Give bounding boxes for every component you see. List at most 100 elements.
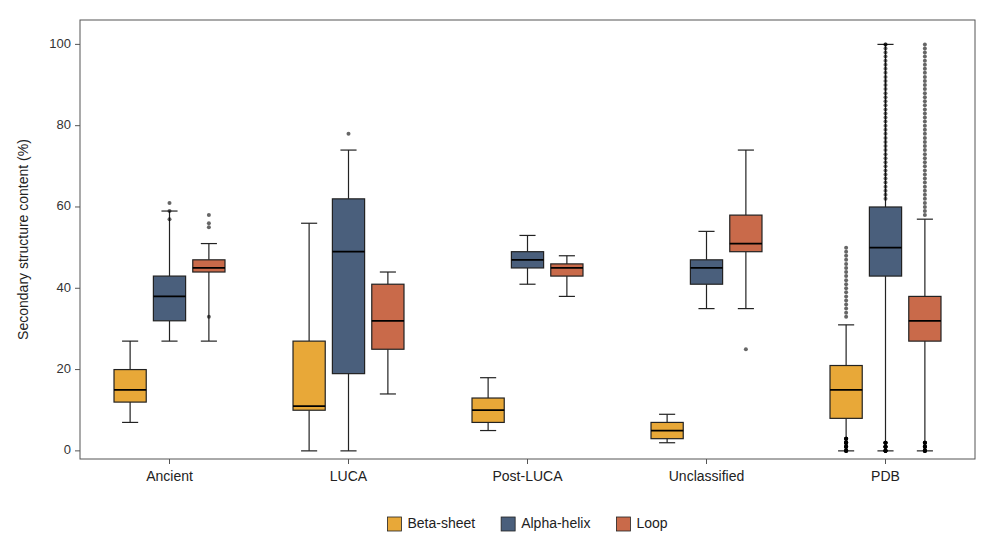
flier [844,441,848,445]
flier [844,250,848,254]
box-body [193,260,225,272]
flier [844,266,848,270]
flier [884,59,888,63]
flier [923,449,927,453]
y-axis-label: Secondary structure content (%) [15,139,31,340]
y-tick-label: 60 [57,198,71,213]
flier [923,168,927,172]
cap-low [738,308,754,309]
flier [844,315,848,319]
flier [168,201,172,205]
flier [923,197,927,201]
flier [844,449,848,453]
whisker-low [348,374,349,451]
cap-low [301,450,317,451]
box [690,231,722,308]
flier [923,441,927,445]
flier [884,42,888,46]
x-tick-label: PDB [871,468,900,484]
flier [207,225,211,229]
flier [844,441,848,445]
flier [844,282,848,286]
flier [884,445,888,449]
flier [844,307,848,311]
flier [884,168,888,172]
flier [923,71,927,75]
flier [923,449,927,453]
flier [884,71,888,75]
flier [923,59,927,63]
flier [844,441,848,445]
whisker-low [706,284,707,308]
flier [923,144,927,148]
flier [884,449,888,453]
median [114,389,146,391]
flier [884,449,888,453]
y-tick [75,206,80,207]
x-tick [169,459,170,464]
flier [884,441,888,445]
flier [844,441,848,445]
flier [923,445,927,449]
flier [884,107,888,111]
box [730,150,762,351]
flier [884,120,888,124]
flier [884,55,888,59]
legend-swatch [616,517,630,531]
flier [923,152,927,156]
flier [884,67,888,71]
y-tick [75,369,80,370]
flier [844,254,848,258]
cap-high [738,149,754,150]
whisker-high [745,150,746,215]
flier [884,445,888,449]
flier [884,156,888,160]
cap-low [201,341,217,342]
whisker-high [387,272,388,284]
box-body [511,252,543,268]
box [909,42,941,452]
flier [844,449,848,453]
flier [884,124,888,128]
flier [884,449,888,453]
whisker-high [566,256,567,264]
cap-high [698,231,714,232]
legend-swatch [501,517,515,531]
legend-label: Alpha-helix [521,515,590,531]
cap-high [301,223,317,224]
flier [884,160,888,164]
flier [844,278,848,282]
whisker-high [924,219,925,296]
box [153,201,185,341]
box [551,256,583,297]
whisker-high [846,325,847,366]
legend-label: Loop [636,515,667,531]
median [690,267,722,269]
flier [884,181,888,185]
flier [844,449,848,453]
cap-high [917,219,933,220]
flier [844,274,848,278]
flier [923,55,927,59]
flier [884,189,888,193]
flier [844,437,848,441]
flier [884,449,888,453]
flier [923,445,927,449]
box-series [153,42,901,452]
median [730,243,762,245]
flier [923,140,927,144]
flier [884,441,888,445]
cap-low [698,308,714,309]
flier [844,286,848,290]
plot-frame [80,20,975,459]
flier [923,449,927,453]
flier [923,201,927,205]
flier [923,205,927,209]
y-tick-label: 100 [49,36,71,51]
flier [207,315,211,319]
flier [923,132,927,136]
y-tick-label: 20 [57,361,71,376]
box-body [690,260,722,284]
whisker-low [488,422,489,430]
x-tick [348,459,349,464]
